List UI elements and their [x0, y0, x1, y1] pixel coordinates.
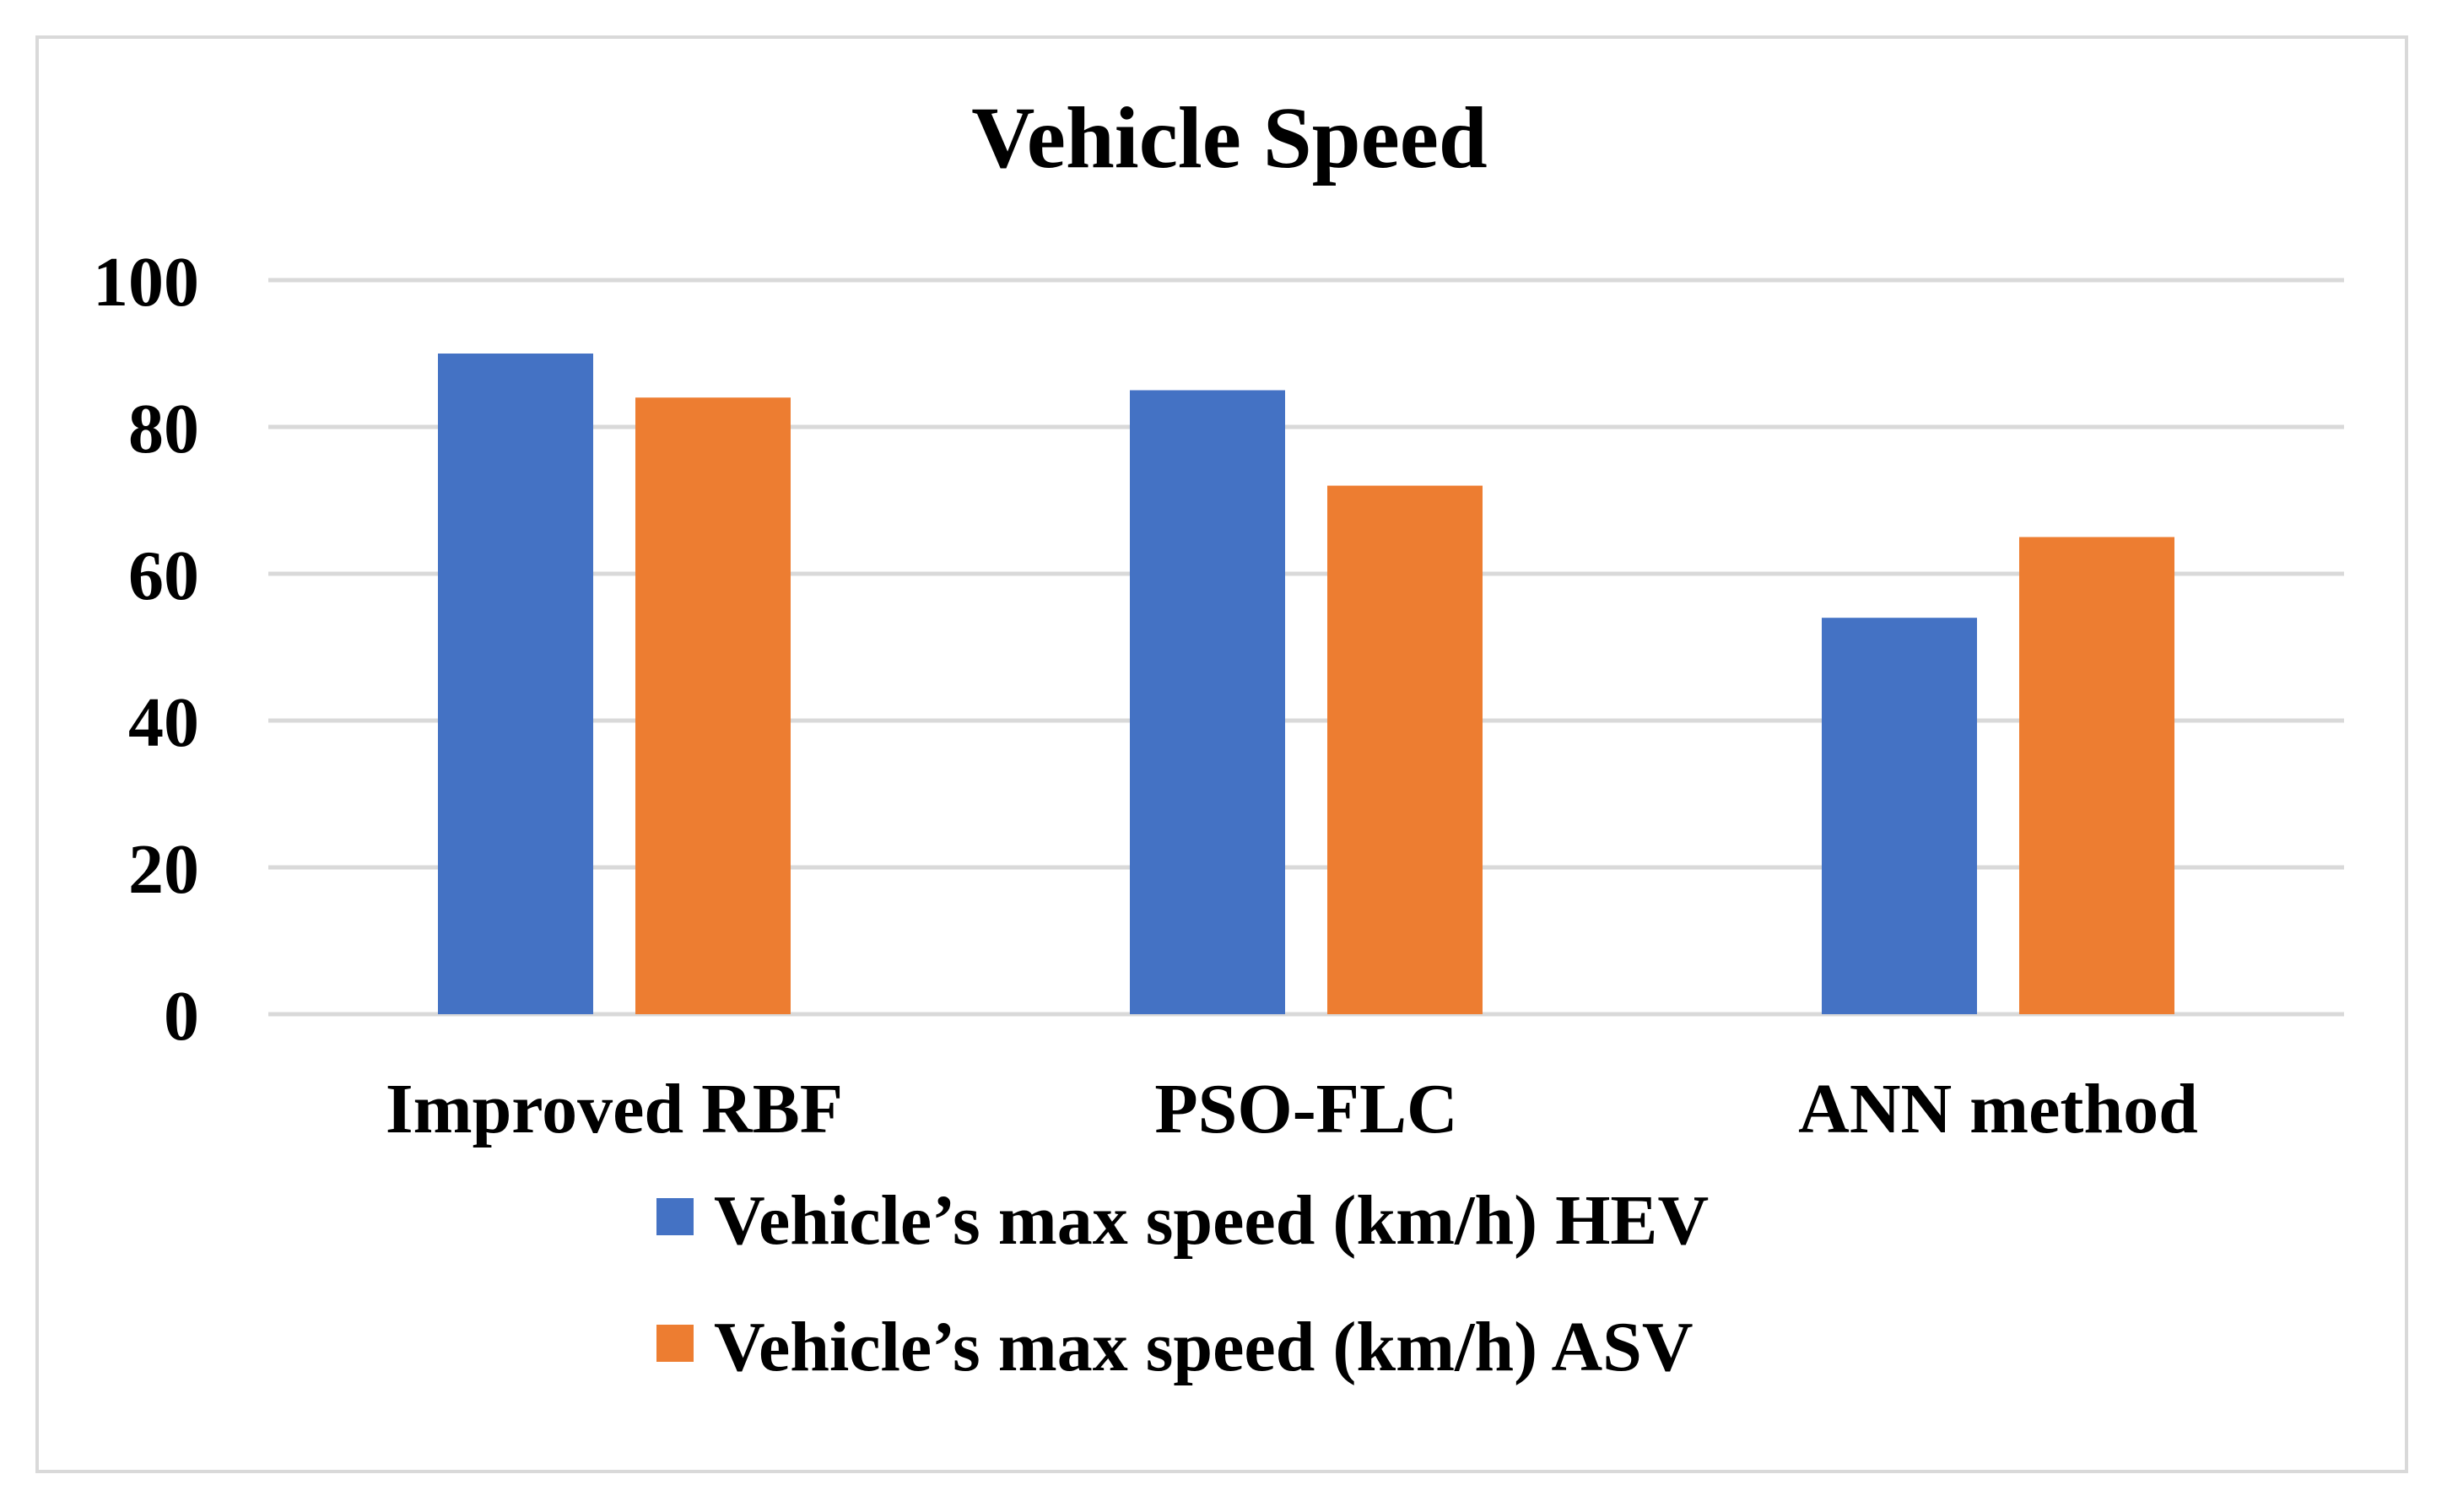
chart-title: Vehicle Speed	[971, 89, 1488, 186]
y-tick-label: 60	[128, 537, 199, 615]
bar-hev-3	[1822, 618, 1977, 1014]
legend-label: Vehicle’s max speed (km/h) HEV	[714, 1181, 1709, 1260]
bar-asv-2	[1327, 485, 1483, 1014]
y-axis-ticks: 0 20 40 60 80 100	[93, 243, 199, 1056]
bar-hev-2	[1130, 390, 1285, 1014]
y-tick-label: 0	[164, 977, 199, 1056]
legend-swatch	[656, 1198, 694, 1235]
x-axis-labels: Improved RBF PSO-FLC ANN method	[386, 1070, 2198, 1148]
y-tick-label: 80	[128, 390, 199, 468]
legend-label: Vehicle’s max speed (km/h) ASV	[714, 1308, 1693, 1386]
legend-swatch	[656, 1325, 694, 1362]
bar-hev-1	[438, 354, 593, 1014]
bar-asv-1	[635, 397, 791, 1014]
x-tick-label: Improved RBF	[386, 1070, 843, 1148]
bar-asv-3	[2019, 537, 2174, 1014]
bars	[438, 354, 2174, 1014]
gridlines	[268, 278, 2344, 1017]
x-tick-label: ANN method	[1798, 1070, 2198, 1148]
x-tick-label: PSO-FLC	[1154, 1070, 1457, 1148]
legend: Vehicle’s max speed (km/h) HEV Vehicle’s …	[656, 1181, 1709, 1386]
y-tick-label: 20	[128, 830, 199, 909]
y-tick-label: 40	[128, 683, 199, 762]
y-tick-label: 100	[93, 243, 199, 321]
